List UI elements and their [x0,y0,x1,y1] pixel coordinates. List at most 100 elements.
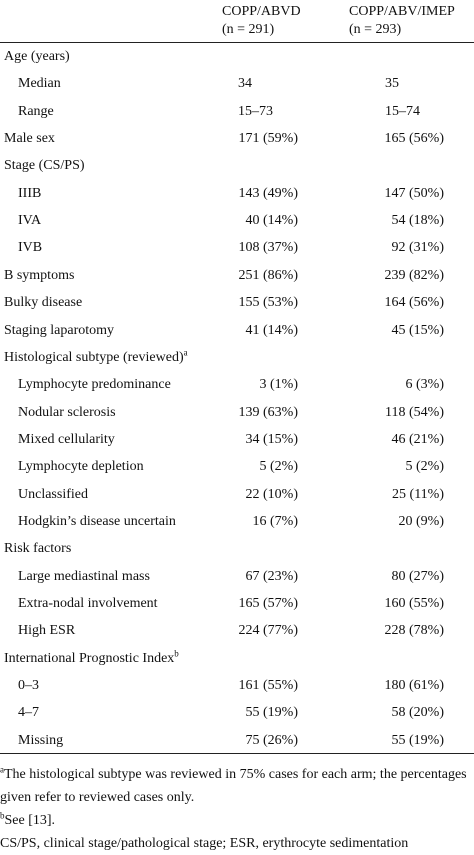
cell-value: 34 [238,76,252,92]
cell-value: 143 (49%) [238,185,299,201]
row-label: High ESR [18,623,75,639]
footnote: CS/PS, clinical stage/pathological stage… [0,832,470,855]
row-label: 4–7 [18,705,39,721]
row-label: Hodgkin’s disease uncertain [18,514,176,530]
row-label: Large mediastinal mass [18,569,150,585]
cell-value: 239 (82%) [384,267,445,283]
footnote-text: CS/PS, clinical stage/pathological stage… [0,836,409,851]
label-text: Age (years) [4,49,70,64]
column-header: COPP/ABVD [222,4,301,19]
cell-value: 46 (21%) [391,431,445,447]
cell-value: 155 (53%) [238,295,299,311]
label-text: IVB [18,240,43,256]
cell-value: 92 (31%) [391,240,445,256]
label-text: Staging laparotomy [4,322,115,338]
row-label: Age (years) [4,49,70,65]
cell-value: 58 (20%) [391,705,445,721]
label-text: Bulky disease [4,295,83,311]
cell-value: 40 (14%) [245,213,299,229]
row-label: IIIB [18,186,41,202]
label-text: Median [18,76,61,92]
row-label: Staging laparotomy [4,323,114,339]
label-text: International Prognostic Index [4,650,175,666]
row-label: Male sex [4,131,55,147]
row-label: Unclassified [18,487,88,503]
label-text: Extra-nodal involvement [18,596,158,611]
footnote: aThe histological subtype was reviewed i… [0,763,470,809]
label-text: Male sex [4,131,55,147]
rule [0,42,474,43]
row-label: Missing [18,733,63,749]
cell-value: 15–73 [238,103,273,119]
row-label: Bulky disease [4,295,82,311]
label-text: Lymphocyte depletion [18,459,144,475]
column-n: (n = 291) [222,22,275,37]
row-label: 0–3 [18,678,39,694]
label-text: 4–7 [18,705,39,721]
label-text: IIIB [18,185,42,201]
label-text: Missing [18,732,64,748]
row-label: Mixed cellularity [18,432,115,448]
row-label: IVB [18,240,42,256]
footnote-marker: b [0,810,5,821]
rule [0,753,474,754]
label-text: Mixed cellularity [18,431,115,447]
cell-value: 251 (86%) [238,267,299,283]
footnote-marker: a [183,347,188,358]
row-label: B symptoms [4,268,74,284]
cell-value: 224 (77%) [238,623,299,639]
footnote-marker: b [174,648,179,659]
footnote-text: The histological subtype was reviewed in… [0,767,467,805]
label-text: B symptoms [4,267,75,283]
cell-value: 5 (2%) [405,459,445,475]
cell-value: 20 (9%) [398,513,445,529]
cell-value: 25 (11%) [392,486,444,502]
row-label: Histological subtype (reviewed)a [4,347,188,366]
cell-value: 80 (27%) [391,568,445,584]
cell-value: 108 (37%) [238,240,299,256]
cell-value: 165 (56%) [384,131,445,147]
cell-value: 118 (54%) [385,404,444,420]
label-text: 0–3 [18,678,39,694]
row-label: Extra-nodal involvement [18,596,158,612]
cell-value: 160 (55%) [384,596,445,611]
label-text: Large mediastinal mass [18,568,150,584]
cell-value: 75 (26%) [245,732,299,748]
label-text: Nodular sclerosis [18,404,116,420]
label-text: Lymphocyte predominance [18,377,171,393]
cell-value: 35 [385,76,399,92]
label-text: Risk factors [4,541,72,557]
cell-value: 22 (10%) [245,486,299,502]
cell-value: 15–74 [385,103,420,119]
cell-value: 5 (2%) [259,459,299,475]
footnote-marker: a [0,764,4,775]
cell-value: 54 (18%) [391,213,445,229]
cell-value: 67 (23%) [245,568,299,584]
row-label: International Prognostic Indexb [4,648,179,667]
row-label: Lymphocyte predominance [18,377,171,393]
label-text: Range [18,103,54,119]
cell-value: 16 (7%) [252,513,299,529]
cell-value: 161 (55%) [238,678,299,694]
row-label: Risk factors [4,541,71,557]
label-text: Unclassified [18,486,88,502]
label-text: IVA [18,213,42,229]
cell-value: 139 (63%) [238,404,299,420]
cell-value: 165 (57%) [238,596,299,611]
label-text: Hodgkin’s disease uncertain [18,513,176,529]
footnote-text: See [13]. [4,813,56,828]
cell-value: 45 (15%) [391,322,445,338]
cell-value: 147 (50%) [384,185,445,201]
label-text: Stage (CS/PS) [4,158,85,174]
cell-value: 34 (15%) [245,431,299,447]
cell-value: 171 (59%) [238,131,299,147]
row-label: Median [18,76,61,92]
label-text: High ESR [18,623,76,639]
row-label: IVA [18,213,41,229]
cell-value: 228 (78%) [384,623,445,639]
row-label: Stage (CS/PS) [4,158,85,174]
cell-value: 3 (1%) [259,377,299,393]
cell-value: 41 (14%) [245,322,299,338]
cell-value: 55 (19%) [391,732,445,748]
